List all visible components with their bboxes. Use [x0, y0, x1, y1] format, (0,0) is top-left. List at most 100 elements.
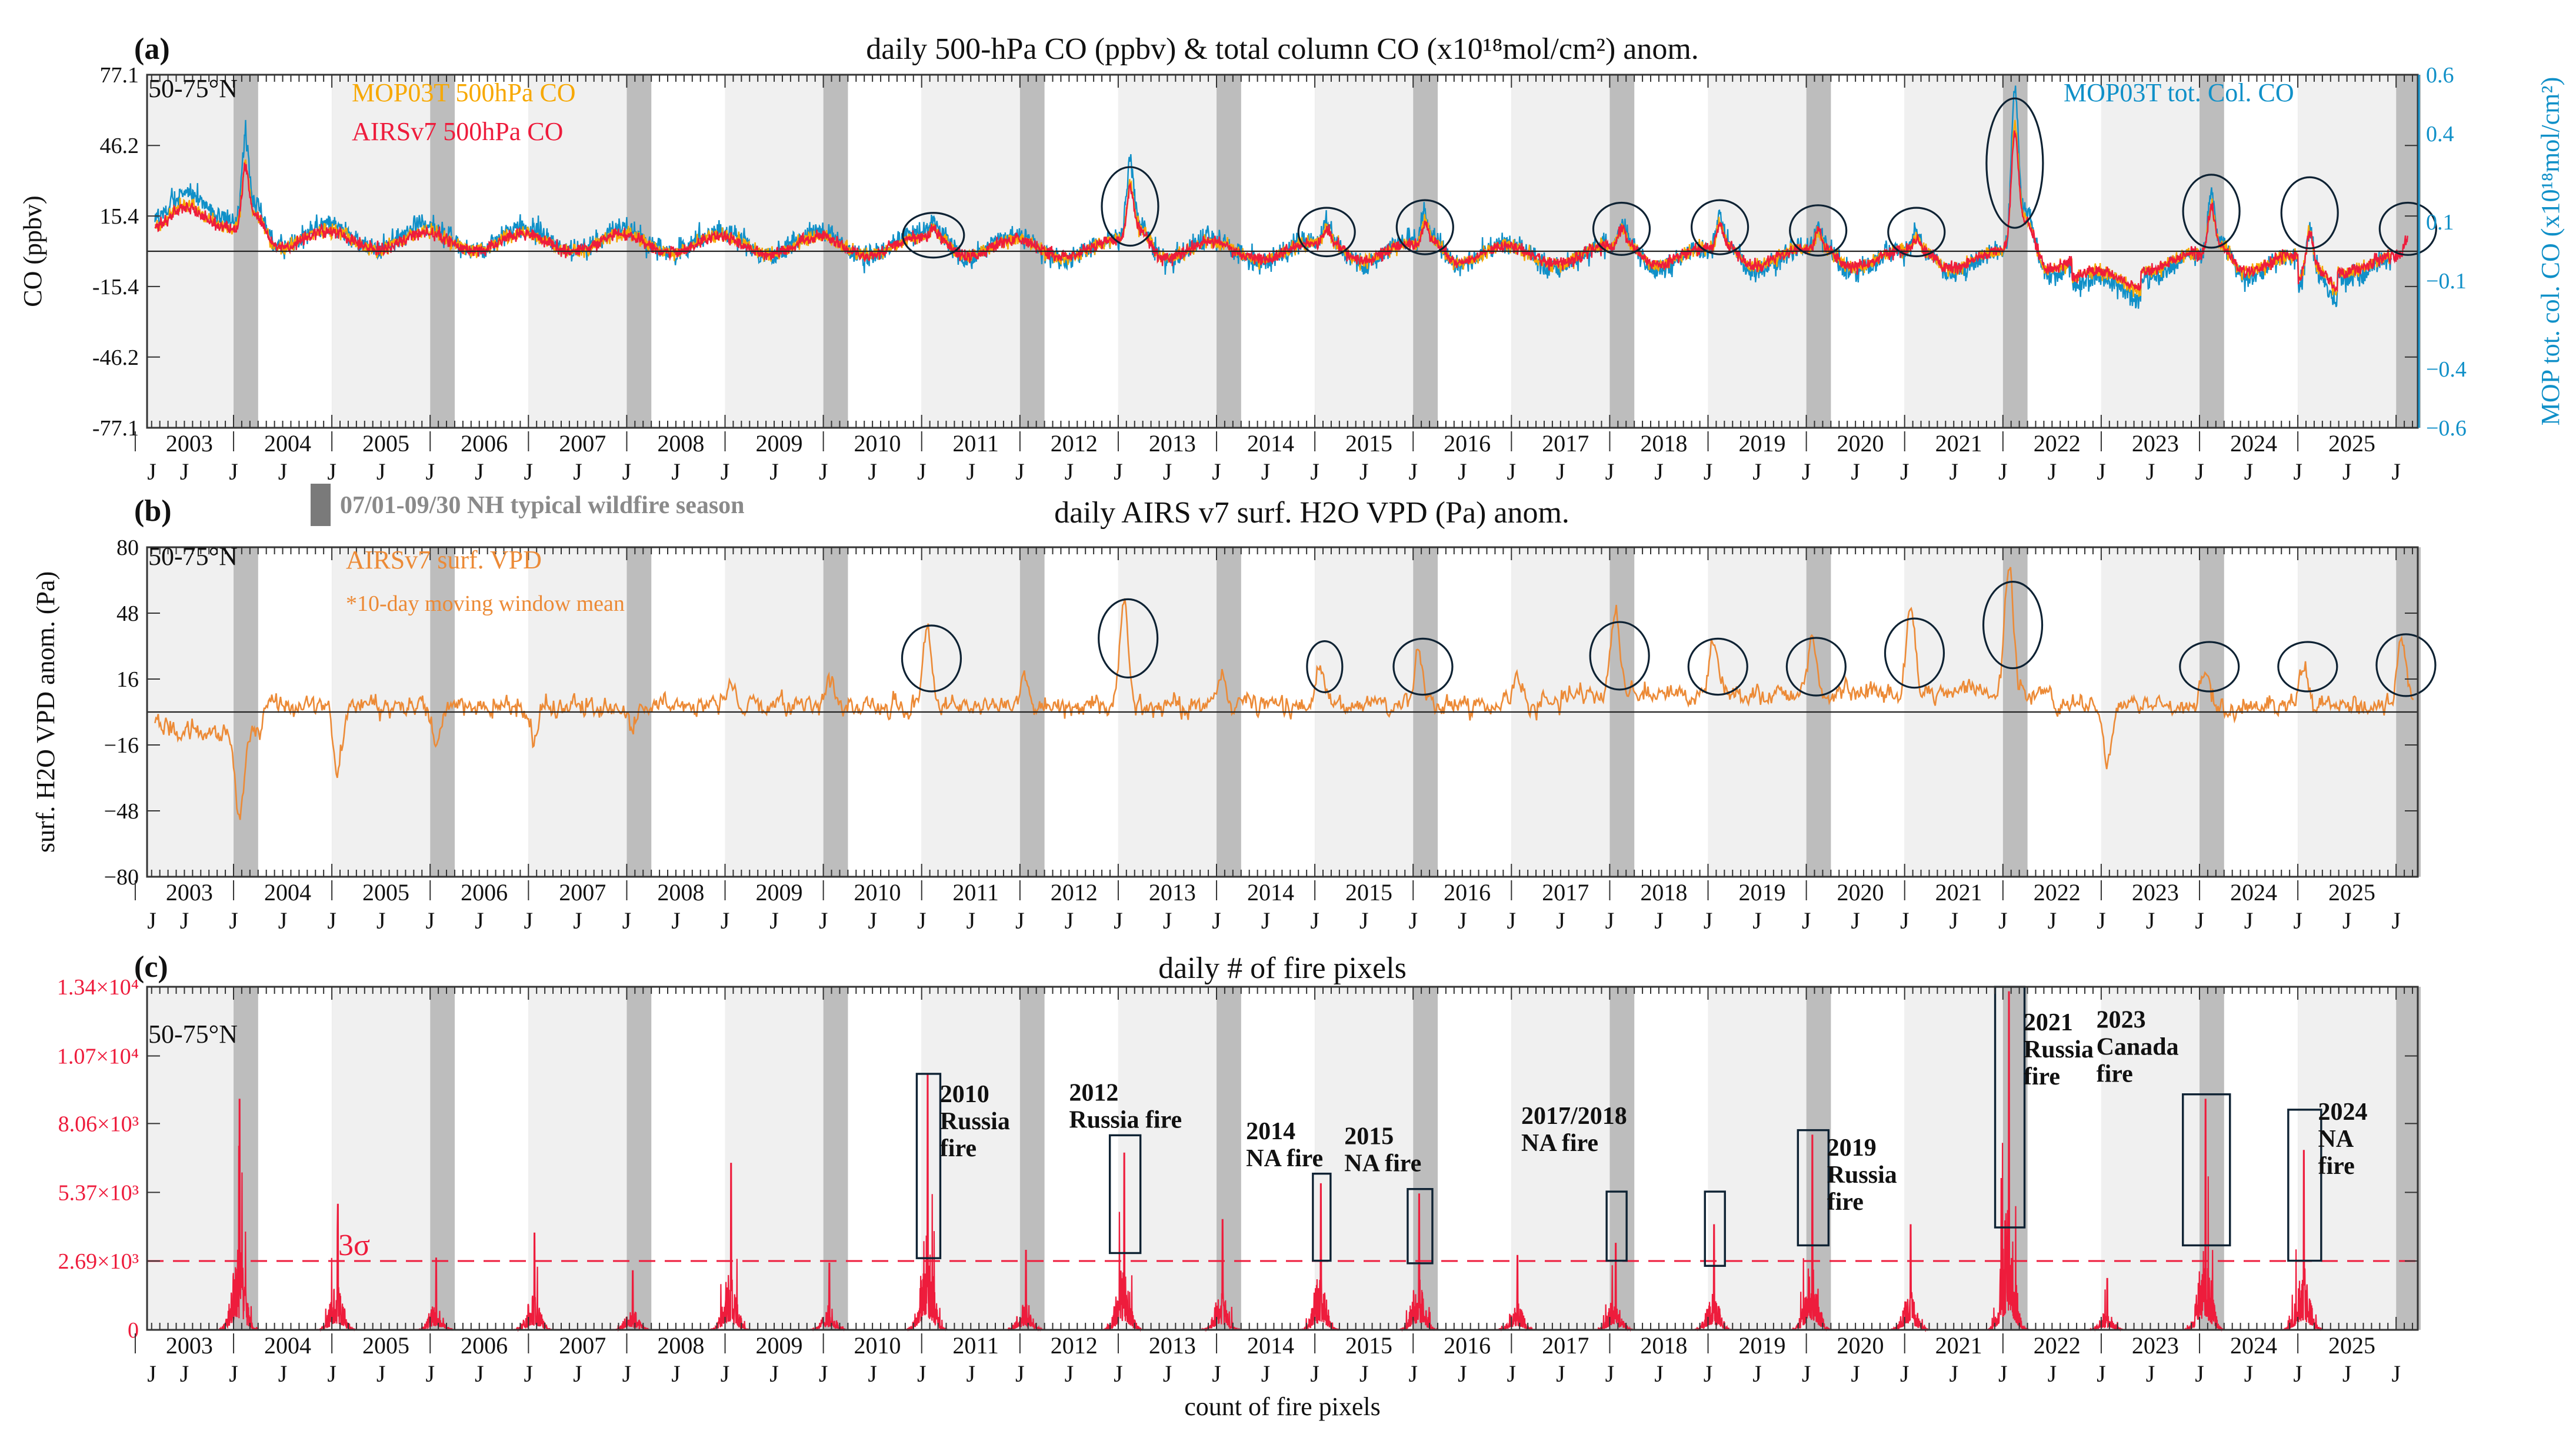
x-year-label: 2016 — [1444, 430, 1491, 457]
x-month-label: J — [2097, 907, 2106, 934]
x-year-label: 2005 — [362, 430, 409, 457]
panel-c-axes: 1.34×10⁴ 1.07×10⁴ 8.06×10³ 5.37×10³ 2.69×10³… — [57, 975, 2418, 1387]
alternate-year-band — [1118, 987, 1217, 1330]
x-month-label: J — [1507, 907, 1517, 934]
x-year-label: 2014 — [1247, 430, 1294, 457]
x-month-label: J — [1212, 1360, 1221, 1387]
x-month-label: J — [1556, 907, 1565, 934]
fire-event-label-line: fire — [940, 1135, 977, 1162]
x-year-label: 2020 — [1837, 430, 1884, 457]
x-month-label: J — [1752, 458, 1762, 485]
x-month-label: J — [180, 1360, 189, 1387]
x-month-label: J — [475, 1360, 484, 1387]
x-month-label: J — [1212, 458, 1221, 485]
wildfire-ellipse — [1589, 621, 1650, 691]
panel-c-xlabel: count of fire pixels — [1184, 1392, 1381, 1421]
x-month-label: J — [1163, 458, 1172, 485]
x-month-label: J — [229, 458, 238, 485]
x-month-label: J — [2146, 458, 2155, 485]
x-month-label: J — [819, 907, 828, 934]
wildfire-season-bar — [1413, 987, 1438, 1330]
wildfire-ellipse — [2277, 641, 2338, 693]
fire-event-label: 2017/2018 NA fire — [1521, 1103, 1627, 1157]
fire-event-box — [915, 1073, 942, 1259]
fire-event-label-line: Russia — [2024, 1036, 2094, 1063]
wildfire-season-bar — [1806, 987, 1831, 1330]
fire-event-label-line: NA fire — [1246, 1145, 1323, 1172]
x-month-label: J — [967, 907, 976, 934]
x-month-label: J — [2342, 1360, 2352, 1387]
x-month-label: J — [180, 458, 189, 485]
y-tick-label: 0 — [128, 1318, 139, 1343]
alternate-year-band — [147, 987, 234, 1330]
x-month-label: J — [2146, 907, 2155, 934]
x-month-label: J — [1163, 1360, 1172, 1387]
fire-event-label: 2023 Canada fire — [2097, 1007, 2179, 1088]
alternate-year-band — [1708, 987, 1807, 1330]
x-year-label: 2008 — [657, 430, 704, 457]
wildfire-ellipse — [2182, 174, 2241, 249]
fire-event-box — [1605, 1190, 1628, 1262]
fire-event-label: 2015 NA fire — [1344, 1123, 1421, 1177]
y-tick-label: 1.34×10⁴ — [57, 975, 139, 1000]
alternate-year-band — [2298, 987, 2397, 1330]
fire-event-label-line: 2024 — [2318, 1099, 2368, 1126]
airsv7-surf-vpd-line — [154, 567, 2414, 820]
x-year-label: 2005 — [362, 1332, 409, 1359]
y-tick-label: −16 — [104, 733, 139, 758]
x-month-label: J — [2097, 1360, 2106, 1387]
alternate-year-band — [528, 987, 627, 1330]
x-month-label: J — [1704, 1360, 1713, 1387]
x-year-label: 2015 — [1345, 879, 1392, 906]
x-month-label: J — [769, 1360, 779, 1387]
x-year-label: 2024 — [2230, 879, 2277, 906]
fire-event-label-line: 2014 — [1246, 1118, 1295, 1145]
x-month-label: J — [425, 907, 435, 934]
wildfire-season-bar — [2396, 987, 2421, 1330]
y-tick-label: 48 — [116, 601, 139, 626]
x-month-label: J — [1114, 1360, 1123, 1387]
x-month-label: J — [2195, 1360, 2204, 1387]
x-month-label: J — [573, 458, 582, 485]
x-year-label: 2016 — [1444, 879, 1491, 906]
alternate-year-band — [1904, 987, 2003, 1330]
x-year-label: 2022 — [2034, 430, 2081, 457]
x-month-label: J — [769, 458, 779, 485]
x-month-label: J — [2391, 1360, 2401, 1387]
x-year-label: 2007 — [559, 879, 606, 906]
x-month-label: J — [573, 1360, 582, 1387]
fire-event-label-line: Russia fire — [1069, 1107, 1182, 1134]
x-month-label: J — [1507, 1360, 1517, 1387]
x-month-label: J — [1359, 1360, 1369, 1387]
x-year-label: 2006 — [461, 879, 508, 906]
y-tick-label: 46.2 — [100, 134, 139, 158]
x-year-label: 2022 — [2034, 1332, 2081, 1359]
fire-event-label: 2019 Russia fire — [1827, 1134, 1897, 1216]
x-month-label: J — [671, 1360, 681, 1387]
panel-a-title: daily 500-hPa CO (ppbv) & total column C… — [866, 32, 1699, 66]
x-month-label: J — [1605, 907, 1615, 934]
x-year-label: 2010 — [854, 430, 901, 457]
panel-b-ylabel: surf. H2O VPD anom. (Pa) — [31, 571, 60, 853]
x-year-label: 2006 — [461, 430, 508, 457]
x-month-label: J — [1458, 1360, 1467, 1387]
fire-event-label: 2024 NA fire — [2318, 1099, 2368, 1180]
wildfire-ellipse — [1101, 166, 1159, 247]
panel-b-title: daily AIRS v7 surf. H2O VPD (Pa) anom. — [1054, 496, 1569, 530]
x-month-label: J — [1507, 458, 1517, 485]
fire-event-box — [1797, 1129, 1830, 1247]
alternate-year-band — [332, 987, 431, 1330]
x-month-label: J — [1654, 458, 1664, 485]
x-month-label: J — [1950, 907, 1959, 934]
y-tick-label: -77.1 — [92, 416, 139, 441]
x-month-label: J — [1704, 458, 1713, 485]
x-year-label: 2022 — [2034, 879, 2081, 906]
fire-event-label-line: 2012 — [1069, 1080, 1118, 1107]
x-month-label: J — [721, 1360, 730, 1387]
y-tick-label: 2.69×10³ — [58, 1249, 139, 1274]
x-year-label: 2014 — [1247, 879, 1294, 906]
x-month-label: J — [1015, 458, 1025, 485]
wildfire-ellipse — [1297, 207, 1356, 258]
fire-event-label-line: fire — [2024, 1063, 2060, 1090]
x-month-label: J — [1015, 1360, 1025, 1387]
